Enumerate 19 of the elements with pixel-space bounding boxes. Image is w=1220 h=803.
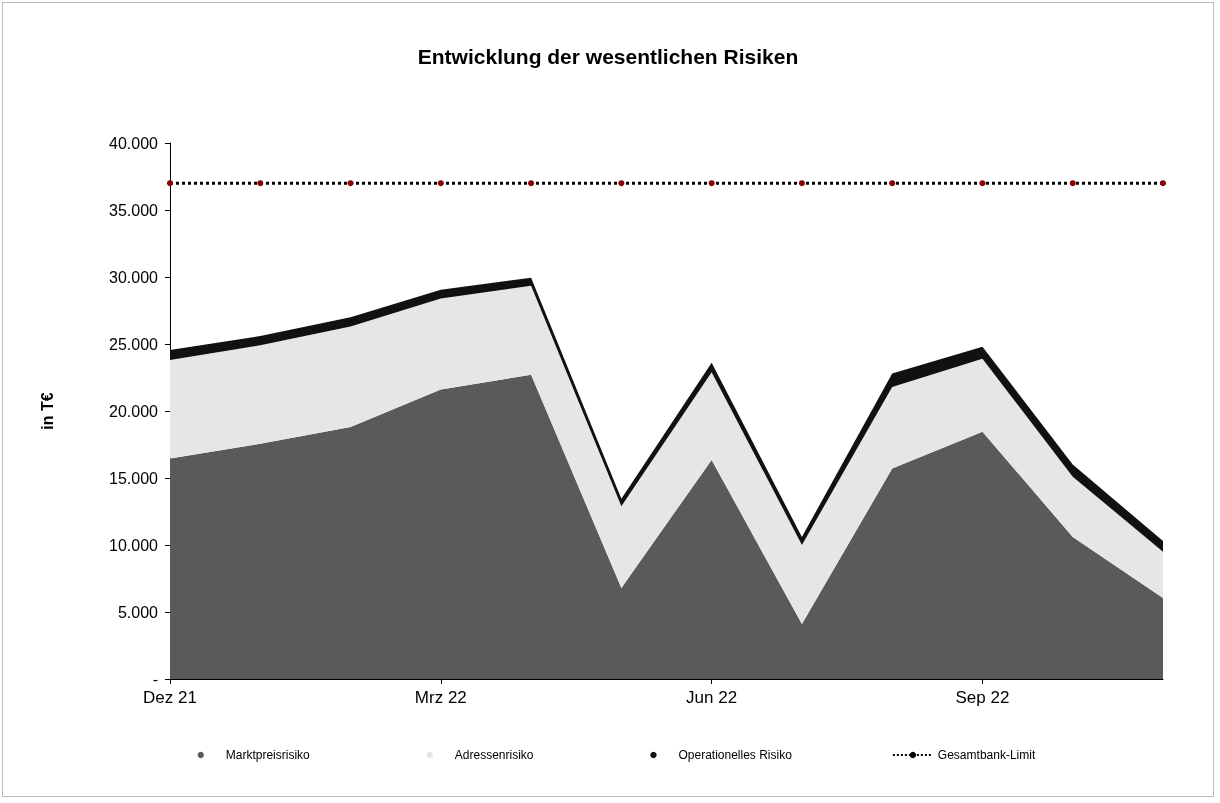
x-tick-label: Jun 22 xyxy=(686,688,738,707)
legend-label: Gesamtbank-Limit xyxy=(937,748,1036,762)
y-tick-label: 5.000 xyxy=(117,603,159,621)
y-tick-label: 25.000 xyxy=(109,335,159,353)
x-tick-label: Sep 22 xyxy=(955,688,1010,707)
x-tick-label: Mrz 22 xyxy=(414,688,467,707)
y-tick-label: 30.000 xyxy=(109,268,159,286)
y-tick-label: 40.000 xyxy=(109,134,159,152)
legend-label: Marktpreisrisiko xyxy=(225,748,311,762)
y-tick-label: 35.000 xyxy=(109,201,159,219)
y-tick-label: - xyxy=(152,670,158,688)
legend-label: Operationelles Risiko xyxy=(678,748,793,762)
y-tick-label: 20.000 xyxy=(109,402,159,420)
y-tick-label: 10.000 xyxy=(109,536,159,554)
chart-title: Entwicklung der wesentlichen Risiken xyxy=(417,45,799,68)
x-tick-label: Dez 21 xyxy=(143,688,197,707)
y-tick-label: 15.000 xyxy=(109,469,159,487)
y-axis-title: in T€ xyxy=(38,392,56,430)
legend-label: Adressenrisiko xyxy=(454,748,534,762)
